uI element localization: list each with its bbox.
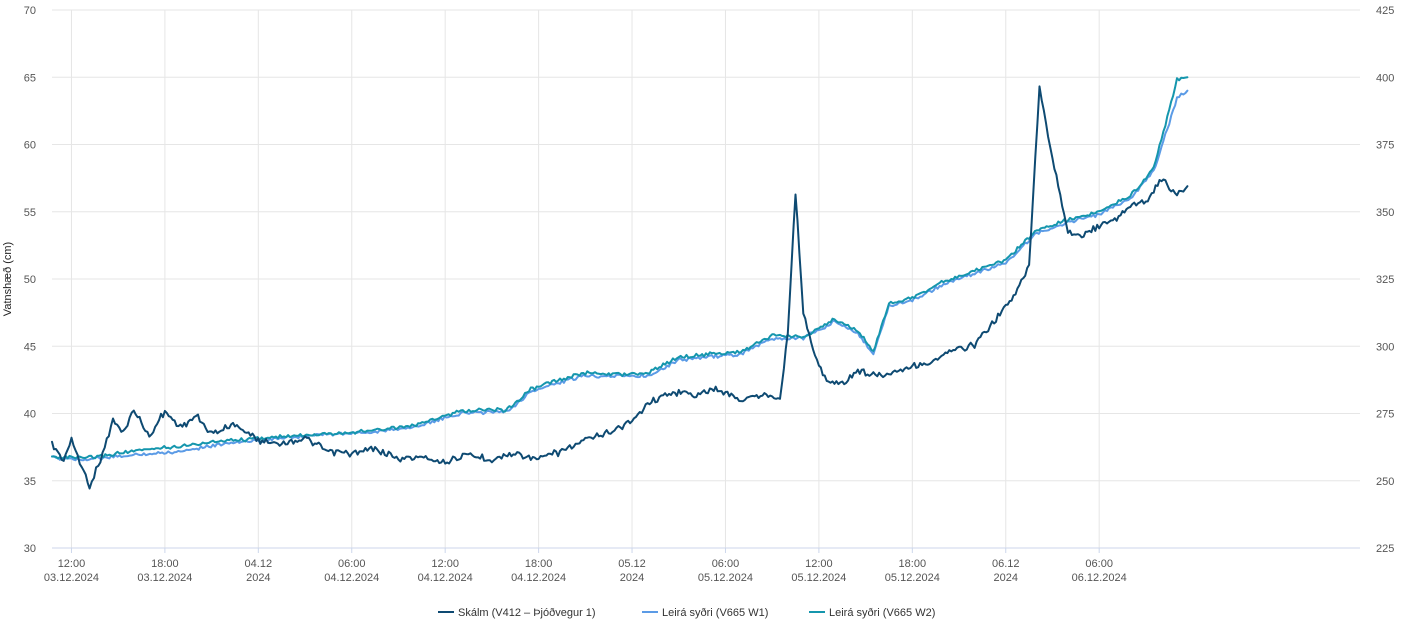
x-tick-label-line1: 12:00 [805,558,833,570]
x-tick-label-line1: 18:00 [899,558,927,570]
x-tick-label-line2: 05.12.2024 [791,572,846,584]
y2-tick-label: 325 [1376,274,1394,286]
y-tick-label: 45 [24,341,36,353]
y-tick-label: 55 [24,207,36,219]
y2-tick-label: 225 [1376,543,1394,555]
x-tick-label-line2: 2024 [620,572,644,584]
y2-tick-label: 300 [1376,341,1394,353]
y2-tick-label: 275 [1376,409,1394,421]
y-tick-label: 60 [24,140,36,152]
legend-label: Leirá syðri (V665 W2) [829,607,935,619]
x-tick-label-line1: 18:00 [525,558,553,570]
y2-tick-label: 350 [1376,207,1394,219]
x-tick-label-line1: 04.12 [245,558,273,570]
y-tick-label: 35 [24,476,36,488]
grid-lines [52,9,1360,549]
x-tick-label-line2: 05.12.2024 [698,572,753,584]
x-tick-label-line2: 04.12.2024 [511,572,566,584]
series-lines [51,76,1189,490]
y2-tick-label: 425 [1376,5,1394,17]
x-tick-label-line2: 05.12.2024 [885,572,940,584]
x-tick-label-line1: 06:00 [338,558,366,570]
x-tick-label-line2: 04.12.2024 [418,572,473,584]
x-tick-label-line1: 06:00 [1085,558,1113,570]
y-axis-title: Vatnshæð (cm) [2,242,14,316]
y-tick-label: 40 [24,409,36,421]
y2-tick-label: 400 [1376,72,1394,84]
legend-label: Leirá syðri (V665 W1) [662,607,768,619]
series-line [51,89,1189,462]
x-tick-label-line1: 12:00 [58,558,86,570]
x-tick-label-line2: 04.12.2024 [324,572,379,584]
y2-tick-label: 375 [1376,140,1394,152]
legend: Skálm (V412 – Þjóðvegur 1) Leirá syðri (V… [438,607,935,619]
x-tick-label-line2: 03.12.2024 [137,572,192,584]
y-tick-label: 70 [24,5,36,17]
legend-label: Skálm (V412 – Þjóðvegur 1) [458,607,596,619]
x-tick-label-line1: 05.12 [618,558,646,570]
x-tick-label-line1: 06:00 [712,558,740,570]
x-tick-label-line1: 06.12 [992,558,1020,570]
y-tick-label: 30 [24,543,36,555]
series-line [51,76,1189,460]
y2-tick-label: 250 [1376,476,1394,488]
x-tick-label-line2: 03.12.2024 [44,572,99,584]
y-tick-label: 65 [24,72,36,84]
x-tick-label-line1: 12:00 [431,558,459,570]
x-tick-label-line1: 18:00 [151,558,179,570]
x-tick-label-line2: 2024 [994,572,1018,584]
x-tick-label-line2: 2024 [246,572,270,584]
legend-item[interactable]: Leirá syðri (V665 W2) [809,607,935,619]
legend-item[interactable]: Leirá syðri (V665 W1) [642,607,768,619]
axes: 30 35 40 45 50 55 60 65 70 225 250 275 300 325 350 375 4… [24,5,1395,584]
y-tick-label: 50 [24,274,36,286]
legend-item[interactable]: Skálm (V412 – Þjóðvegur 1) [438,607,596,619]
x-tick-label-line2: 06.12.2024 [1072,572,1127,584]
series-line [51,85,1189,490]
